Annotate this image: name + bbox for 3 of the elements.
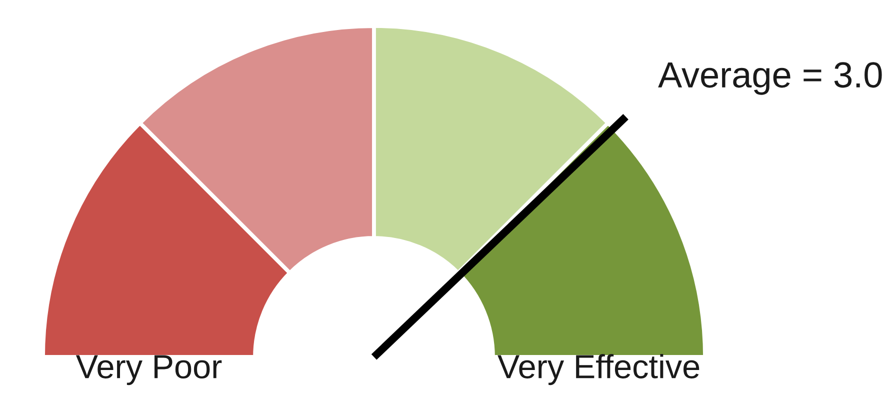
text: Average = 3.0 — [658, 62, 882, 95]
slice-label: Very Poor — [76, 355, 222, 386]
slice-label: Very Effective — [498, 354, 700, 386]
